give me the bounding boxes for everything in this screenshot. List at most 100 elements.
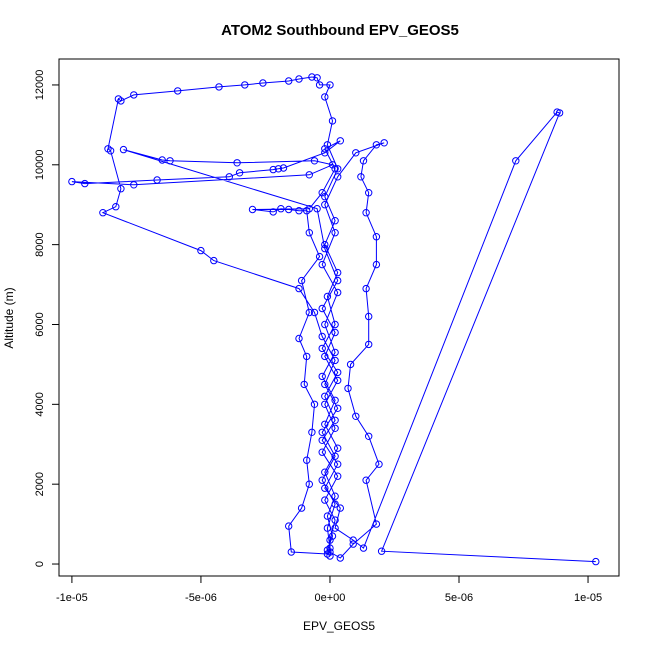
data-point — [365, 189, 373, 197]
data-point — [336, 554, 344, 562]
data-point — [331, 424, 339, 432]
data-point — [362, 476, 370, 484]
data-point — [372, 233, 381, 241]
data-point — [362, 284, 370, 293]
data-point — [300, 380, 308, 389]
data-point — [303, 352, 311, 361]
data-point — [277, 205, 285, 213]
data-point — [285, 522, 293, 530]
data-point — [210, 256, 218, 265]
series-line — [71, 76, 596, 563]
data-point — [310, 308, 319, 317]
y-tick-label: 4000 — [34, 392, 46, 416]
data-point — [119, 145, 128, 154]
x-tick-label: -5e-06 — [185, 592, 217, 604]
data-point — [334, 368, 342, 377]
data-point — [321, 400, 329, 408]
data-point — [334, 376, 342, 385]
data-point — [197, 246, 205, 255]
data-point — [336, 137, 344, 145]
data-point — [359, 544, 368, 552]
x-axis: -1e-05 -5e-06 0e+00 5e-06 1e-05 — [56, 575, 602, 604]
x-tick-label: 0e+00 — [315, 592, 346, 604]
plot-frame — [58, 58, 620, 577]
data-point — [318, 372, 326, 381]
data-point — [331, 524, 339, 532]
data-point — [174, 87, 182, 95]
data-point — [259, 79, 267, 87]
data-point — [331, 492, 339, 500]
data-point — [346, 360, 355, 369]
data-point — [321, 201, 329, 209]
data-point — [321, 420, 329, 428]
data-point — [328, 532, 337, 540]
data-point — [334, 472, 342, 480]
data-point — [323, 292, 332, 301]
data-point — [117, 185, 125, 193]
data-point — [321, 496, 329, 504]
x-tick-label: -1e-05 — [56, 592, 88, 604]
data-point — [323, 546, 332, 554]
data-point — [153, 176, 161, 184]
data-point — [331, 165, 339, 173]
data-point — [285, 77, 293, 85]
y-tick-label: 2000 — [34, 472, 46, 496]
data-point — [130, 181, 138, 189]
data-point — [334, 444, 342, 452]
data-point — [344, 384, 352, 393]
data-point — [81, 179, 89, 188]
data-point — [372, 520, 381, 528]
data-point — [295, 334, 303, 343]
data-point — [321, 149, 329, 157]
data-point — [331, 328, 339, 337]
data-point — [334, 268, 342, 277]
data-point — [321, 484, 329, 492]
data-point — [326, 536, 334, 544]
x-tick-label: 1e-05 — [574, 592, 602, 604]
data-point — [279, 164, 288, 172]
data-point — [334, 276, 342, 285]
data-point — [331, 500, 339, 508]
data-point — [318, 260, 326, 269]
data-point — [323, 524, 332, 532]
data-point — [375, 460, 383, 468]
data-point — [321, 320, 329, 329]
y-tick-label: 10000 — [34, 149, 46, 180]
data-point — [310, 400, 319, 408]
data-point — [321, 468, 329, 476]
data-point — [310, 157, 319, 165]
data-point — [297, 276, 306, 285]
data-point — [334, 173, 342, 181]
data-point — [117, 97, 125, 105]
data-point — [326, 81, 334, 89]
data-point — [318, 436, 326, 444]
data-point — [349, 536, 357, 544]
data-point — [313, 74, 321, 82]
data-point — [313, 205, 321, 213]
data-point — [318, 304, 326, 313]
data-point — [592, 557, 600, 566]
data-point — [331, 356, 339, 365]
data-point — [305, 171, 313, 179]
data-point — [331, 516, 339, 524]
data-point — [334, 460, 342, 468]
data-point — [334, 288, 342, 297]
data-point — [323, 512, 332, 520]
data-point — [297, 504, 306, 512]
data-point — [130, 91, 138, 99]
data-point — [377, 547, 386, 555]
data-point — [362, 209, 370, 217]
data-point — [106, 147, 115, 155]
data-point — [328, 117, 337, 125]
data-point — [68, 177, 76, 186]
data-point — [295, 207, 303, 215]
data-point — [308, 428, 316, 436]
data-point — [321, 244, 329, 253]
data-point — [305, 308, 313, 317]
data-point — [380, 139, 388, 147]
data-point — [352, 412, 360, 420]
data-point — [318, 189, 326, 197]
data-point — [225, 173, 234, 181]
data-point — [305, 480, 313, 488]
